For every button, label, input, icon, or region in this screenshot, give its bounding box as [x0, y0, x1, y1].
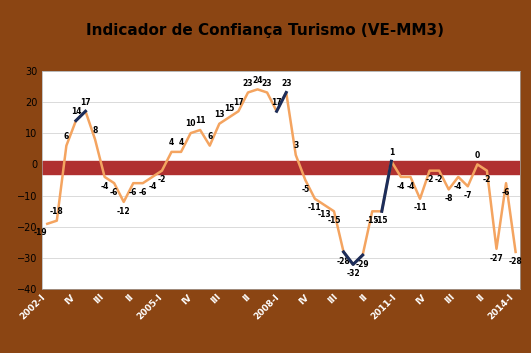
Text: 8: 8 [92, 126, 98, 135]
Text: 23: 23 [281, 79, 292, 88]
Text: 6: 6 [207, 132, 212, 141]
Text: 4: 4 [169, 138, 174, 147]
Text: -27: -27 [490, 253, 503, 263]
Text: -4: -4 [397, 181, 405, 191]
Text: -7: -7 [464, 191, 472, 200]
Text: 17: 17 [80, 97, 91, 107]
Text: -4: -4 [100, 181, 109, 191]
Text: -8: -8 [444, 194, 453, 203]
Text: -11: -11 [308, 203, 322, 213]
Text: 3: 3 [293, 141, 298, 150]
Text: -12: -12 [117, 207, 131, 216]
Text: -6: -6 [129, 188, 138, 197]
Bar [42, 161, 520, 174]
Text: -2: -2 [158, 175, 166, 184]
Text: 1: 1 [389, 148, 394, 157]
Text: -19: -19 [33, 228, 47, 238]
Text: -2: -2 [425, 175, 434, 184]
Text: 15: 15 [224, 104, 234, 113]
Text: 4: 4 [178, 138, 184, 147]
Text: -13: -13 [318, 210, 331, 219]
Text: -6: -6 [139, 188, 147, 197]
Text: -6: -6 [110, 188, 118, 197]
Text: -28: -28 [337, 257, 350, 265]
Text: Indicador de Confiança Turismo (VE-MM3): Indicador de Confiança Turismo (VE-MM3) [87, 23, 444, 37]
Text: -18: -18 [50, 207, 64, 216]
Text: 11: 11 [195, 116, 205, 125]
Text: -11: -11 [413, 203, 427, 213]
Text: 23: 23 [243, 79, 253, 88]
Text: -6: -6 [502, 188, 510, 197]
Text: -15: -15 [365, 216, 379, 225]
Text: -4: -4 [406, 181, 415, 191]
Text: -15: -15 [375, 216, 389, 225]
Text: -4: -4 [148, 181, 157, 191]
Text: -2: -2 [435, 175, 443, 184]
Text: 17: 17 [233, 97, 244, 107]
Text: 14: 14 [71, 107, 81, 116]
Text: 0: 0 [475, 151, 480, 160]
Text: 24: 24 [252, 76, 263, 85]
Text: 6: 6 [64, 132, 69, 141]
Text: -15: -15 [327, 216, 341, 225]
Text: -29: -29 [356, 260, 370, 269]
Text: -28: -28 [509, 257, 523, 265]
Text: -5: -5 [301, 185, 310, 194]
Text: 13: 13 [214, 110, 225, 119]
Text: -32: -32 [346, 269, 360, 278]
Text: 17: 17 [271, 97, 282, 107]
Text: -2: -2 [483, 175, 491, 184]
Text: 23: 23 [262, 79, 272, 88]
Text: 10: 10 [185, 119, 196, 128]
Text: -4: -4 [454, 181, 463, 191]
